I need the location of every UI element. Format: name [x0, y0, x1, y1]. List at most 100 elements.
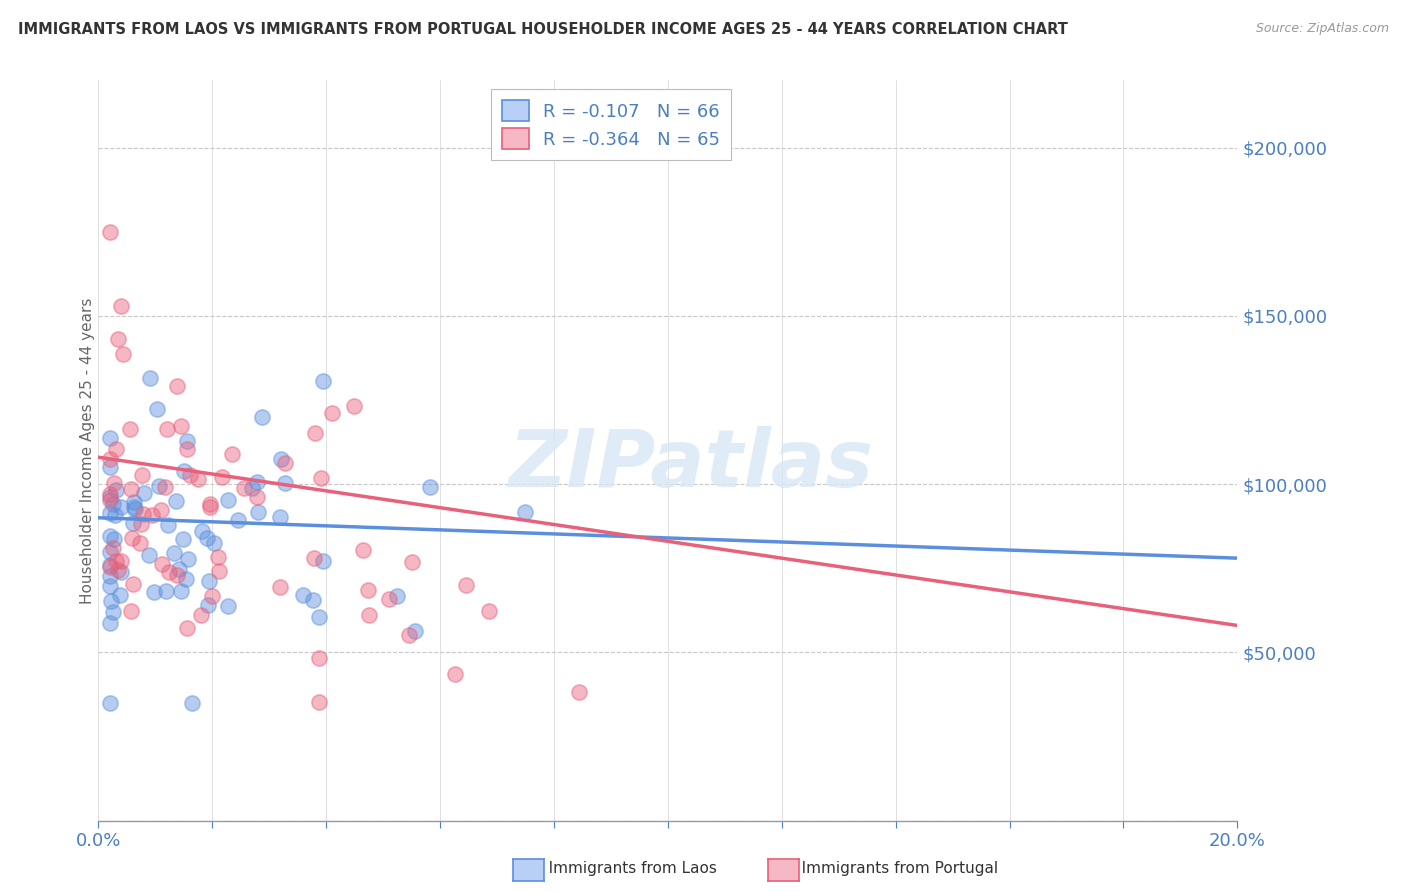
Point	[98, 460, 121, 475]
Point	[98, 558, 121, 573]
Point	[246, 475, 269, 489]
Text: Immigrants from Laos: Immigrants from Laos	[534, 861, 717, 876]
Point	[308, 695, 330, 709]
Point	[132, 486, 155, 500]
Point	[207, 549, 229, 564]
Point	[195, 532, 218, 546]
Point	[121, 531, 143, 545]
Point	[111, 347, 134, 361]
Point	[98, 225, 121, 239]
Point	[129, 536, 152, 550]
Point	[208, 564, 231, 578]
Point	[197, 598, 219, 612]
Point	[456, 578, 478, 592]
Point	[98, 545, 121, 559]
Point	[419, 480, 441, 494]
Point	[121, 516, 143, 530]
Point	[166, 379, 188, 393]
Point	[321, 406, 343, 420]
Point	[308, 650, 330, 665]
Point	[385, 589, 408, 603]
Point	[291, 588, 314, 602]
Point	[202, 535, 225, 549]
Point	[167, 562, 190, 576]
Point	[198, 497, 221, 511]
Point	[179, 468, 201, 483]
Text: IMMIGRANTS FROM LAOS VS IMMIGRANTS FROM PORTUGAL HOUSEHOLDER INCOME AGES 25 - 44: IMMIGRANTS FROM LAOS VS IMMIGRANTS FROM …	[18, 22, 1069, 37]
Point	[98, 506, 121, 520]
Point	[120, 604, 142, 618]
Point	[352, 542, 374, 557]
Point	[273, 457, 295, 471]
Point	[98, 528, 121, 542]
Legend: R = -0.107   N = 66, R = -0.364   N = 65: R = -0.107 N = 66, R = -0.364 N = 65	[491, 89, 731, 160]
Point	[124, 502, 146, 516]
Point	[304, 425, 326, 440]
Point	[311, 470, 333, 484]
Point	[250, 409, 273, 424]
Point	[98, 616, 121, 631]
Point	[156, 422, 179, 436]
Point	[269, 580, 291, 594]
Point	[122, 577, 145, 591]
Point	[103, 532, 125, 546]
Point	[98, 579, 121, 593]
Point	[104, 508, 127, 523]
Point	[398, 628, 420, 642]
Text: Immigrants from Portugal: Immigrants from Portugal	[787, 861, 998, 876]
Point	[98, 560, 121, 574]
Point	[146, 401, 169, 416]
Point	[176, 552, 198, 566]
Point	[155, 583, 177, 598]
Point	[240, 482, 263, 496]
Point	[120, 483, 142, 497]
Point	[274, 476, 297, 491]
Point	[103, 476, 125, 491]
Point	[148, 479, 170, 493]
Point	[156, 518, 179, 533]
Point	[163, 545, 186, 559]
Point	[246, 490, 269, 504]
Point	[269, 510, 291, 524]
Point	[141, 508, 163, 523]
Point	[98, 431, 121, 445]
Point	[176, 621, 198, 635]
Point	[100, 594, 122, 608]
Point	[110, 554, 132, 568]
Point	[110, 565, 132, 579]
Point	[166, 568, 188, 582]
Point	[302, 550, 325, 565]
Point	[302, 593, 325, 607]
Point	[357, 582, 380, 597]
Point	[311, 374, 333, 388]
Point	[131, 468, 153, 483]
Point	[568, 684, 591, 698]
Point	[198, 500, 221, 514]
Point	[98, 492, 121, 507]
Point	[174, 572, 197, 586]
Point	[170, 418, 193, 433]
Point	[98, 569, 121, 583]
Point	[101, 541, 124, 556]
Point	[101, 497, 124, 511]
Point	[312, 554, 335, 568]
Point	[270, 452, 292, 467]
Point	[98, 491, 121, 505]
Point	[98, 487, 121, 501]
Text: ZIPatlas: ZIPatlas	[508, 426, 873, 504]
Point	[118, 421, 141, 435]
Point	[401, 555, 423, 569]
Point	[444, 667, 467, 681]
Text: Source: ZipAtlas.com: Source: ZipAtlas.com	[1256, 22, 1389, 36]
Point	[513, 505, 536, 519]
Point	[180, 696, 202, 710]
Point	[105, 483, 128, 498]
Point	[478, 604, 501, 618]
Point	[110, 299, 132, 313]
Point	[139, 370, 162, 384]
Point	[138, 548, 160, 562]
Y-axis label: Householder Income Ages 25 - 44 years: Householder Income Ages 25 - 44 years	[80, 297, 94, 604]
Point	[187, 471, 209, 485]
Point	[108, 588, 131, 602]
Point	[201, 590, 224, 604]
